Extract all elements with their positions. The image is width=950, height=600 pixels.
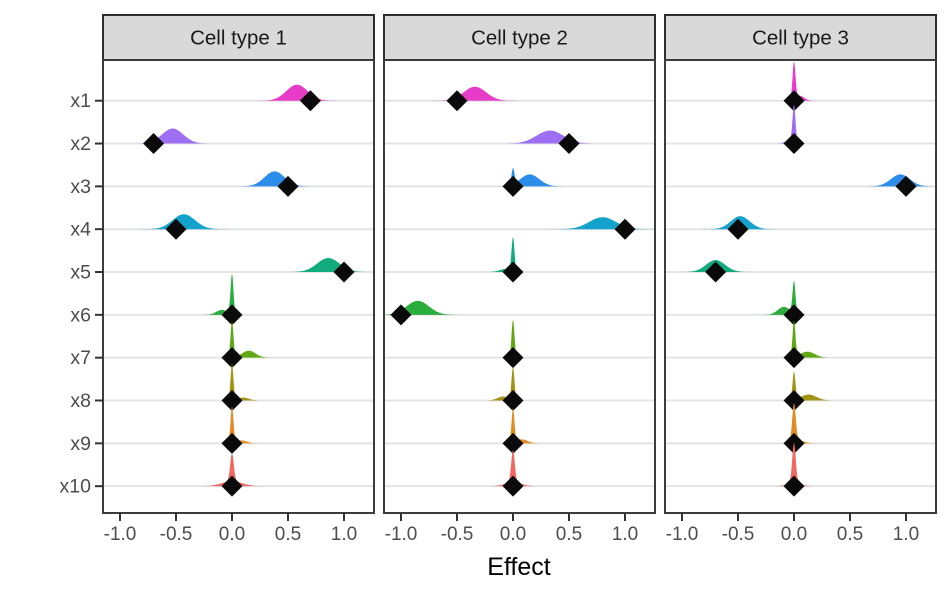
estimate-diamond-x5 — [333, 261, 355, 283]
facet-strip-label: Cell type 3 — [752, 27, 849, 50]
x-tick-label: -1.0 — [385, 524, 418, 545]
y-axis-label-x3: x3 — [70, 176, 91, 198]
y-axis-label-x10: x10 — [60, 476, 92, 498]
estimate-diamond-x4 — [614, 218, 636, 240]
x-tick-label: 0.0 — [500, 524, 526, 545]
y-axis-label-x4: x4 — [70, 219, 91, 241]
estimate-diamond-x7 — [502, 347, 524, 369]
estimate-diamond-x8 — [783, 390, 805, 412]
panel-background — [103, 60, 374, 513]
y-axis-label-x9: x9 — [70, 433, 91, 455]
estimate-diamond-x3 — [502, 175, 524, 197]
x-tick-label: 0.5 — [837, 524, 863, 545]
x-tick-label: 0.5 — [556, 524, 582, 545]
estimate-diamond-x2 — [143, 133, 165, 155]
x-tick-label: 0.5 — [275, 524, 301, 545]
estimate-diamond-x6 — [390, 304, 412, 326]
density-x4 — [385, 217, 654, 230]
estimate-diamond-x6 — [221, 304, 243, 326]
x-tick-label: -1.0 — [666, 524, 699, 545]
estimate-diamond-x3 — [895, 175, 917, 197]
y-axis-label-x6: x6 — [70, 304, 91, 326]
x-tick-label: -1.0 — [104, 524, 137, 545]
estimate-diamond-x6 — [783, 304, 805, 326]
x-tick-label: 1.0 — [612, 524, 638, 545]
estimate-diamond-x1 — [446, 90, 468, 112]
panel-background — [384, 60, 655, 513]
y-axis-label-x5: x5 — [70, 262, 91, 284]
x-tick-label: -0.5 — [160, 524, 193, 545]
estimate-diamond-x2 — [558, 133, 580, 155]
x-tick-label: 0.0 — [219, 524, 245, 545]
y-axis-label-x1: x1 — [70, 90, 91, 112]
panel-border — [102, 59, 375, 514]
y-axis-label-x8: x8 — [70, 390, 91, 412]
x-tick-label: -0.5 — [722, 524, 755, 545]
estimate-diamond-x9 — [502, 432, 524, 454]
x-tick-label: -0.5 — [441, 524, 474, 545]
estimate-diamond-x5 — [502, 261, 524, 283]
estimate-diamond-x10 — [221, 475, 243, 497]
density-x2 — [104, 128, 373, 144]
estimate-diamond-x1 — [783, 90, 805, 112]
estimate-diamond-x3 — [277, 175, 299, 197]
facet-strip — [664, 14, 937, 61]
x-tick-label: 1.0 — [893, 524, 919, 545]
panel-background — [665, 60, 936, 513]
estimate-diamond-x1 — [299, 90, 321, 112]
estimate-diamond-x5 — [705, 261, 727, 283]
x-tick-label: 0.0 — [781, 524, 807, 545]
x-tick-label: 1.0 — [331, 524, 357, 545]
panel-border — [664, 59, 937, 514]
estimate-diamond-x9 — [221, 432, 243, 454]
facet-strip-label: Cell type 1 — [190, 27, 287, 50]
estimate-diamond-x4 — [165, 218, 187, 240]
density-x6 — [385, 300, 654, 315]
facet-strip-label: Cell type 2 — [471, 27, 568, 50]
estimate-diamond-x4 — [727, 218, 749, 240]
estimate-diamond-x10 — [783, 475, 805, 497]
panel-border — [383, 59, 656, 514]
estimate-diamond-x2 — [783, 133, 805, 155]
estimate-diamond-x10 — [502, 475, 524, 497]
estimate-diamond-x7 — [221, 347, 243, 369]
estimate-diamond-x7 — [783, 347, 805, 369]
facet-strip — [102, 14, 375, 61]
y-axis-label-x2: x2 — [70, 133, 91, 155]
x-axis-title: Effect — [487, 553, 551, 581]
estimate-diamond-x8 — [221, 390, 243, 412]
y-axis-label-x7: x7 — [70, 347, 91, 369]
estimate-diamond-x8 — [502, 390, 524, 412]
